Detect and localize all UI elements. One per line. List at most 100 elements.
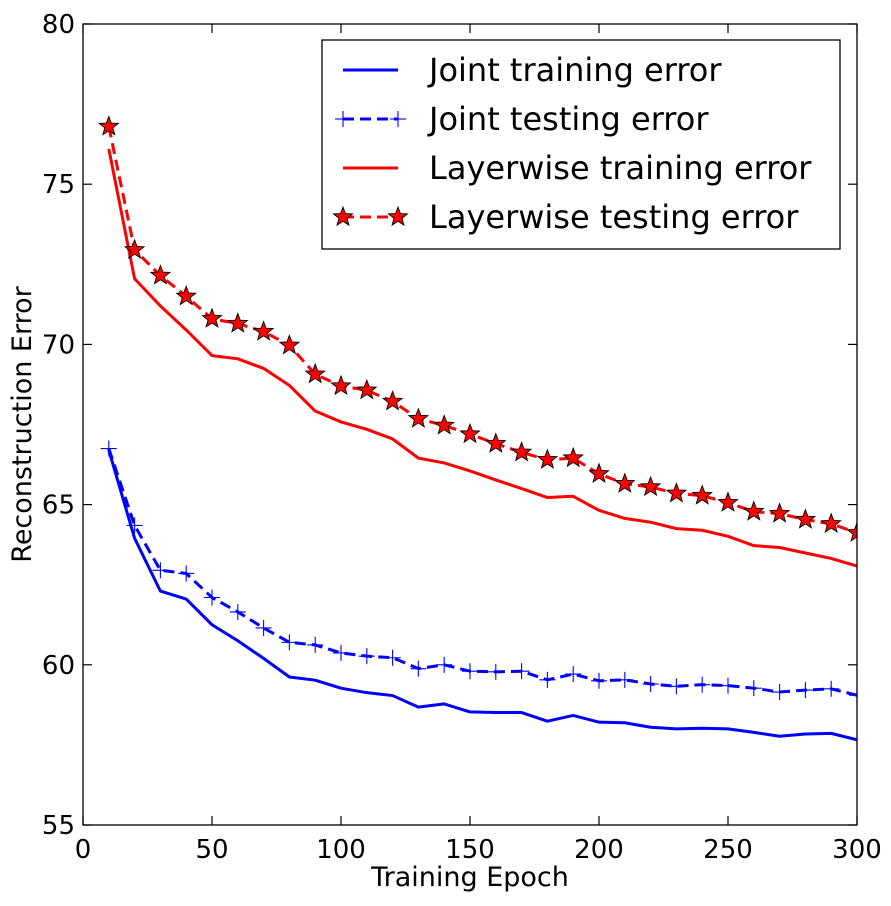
y-tick-label: 75 bbox=[42, 170, 75, 200]
data-point bbox=[384, 649, 401, 666]
data-point bbox=[98, 115, 120, 136]
data-point bbox=[720, 677, 736, 694]
data-point bbox=[304, 362, 326, 384]
data-point bbox=[665, 482, 688, 503]
x-tick-label: 100 bbox=[316, 835, 366, 865]
data-point bbox=[436, 656, 453, 673]
x-tick-label: 250 bbox=[703, 835, 753, 865]
x-tick-label: 200 bbox=[574, 835, 624, 865]
legend-box bbox=[321, 39, 841, 250]
legend-label: Layerwise testing error bbox=[429, 198, 799, 236]
legend-entry: Joint training error bbox=[343, 51, 722, 89]
data-point bbox=[743, 500, 765, 521]
x-axis-label: Training Epoch bbox=[370, 862, 569, 893]
data-point bbox=[201, 307, 223, 328]
data-point bbox=[562, 446, 584, 468]
legend: Joint training error Joint testing error L… bbox=[321, 39, 841, 250]
y-tick-label: 80 bbox=[42, 10, 75, 40]
data-point bbox=[356, 378, 378, 400]
series-line bbox=[107, 126, 857, 535]
data-point bbox=[410, 660, 427, 677]
series-2 bbox=[100, 440, 857, 704]
data-point bbox=[307, 636, 324, 653]
data-point bbox=[126, 517, 143, 534]
series-line bbox=[107, 148, 857, 568]
series-1 bbox=[107, 449, 857, 742]
series-layer bbox=[98, 115, 857, 742]
data-point bbox=[358, 648, 375, 665]
legend-label: Layerwise training error bbox=[429, 149, 812, 187]
data-point bbox=[407, 407, 430, 428]
legend-entry: Layerwise testing error bbox=[332, 198, 799, 236]
data-point bbox=[639, 475, 662, 497]
data-point bbox=[616, 671, 633, 688]
data-point bbox=[539, 671, 556, 688]
legend-marker bbox=[390, 111, 406, 127]
data-point bbox=[794, 508, 817, 529]
legend-marker bbox=[332, 205, 354, 227]
series-4 bbox=[98, 115, 857, 542]
data-point bbox=[381, 390, 404, 411]
x-tick-label: 300 bbox=[832, 835, 882, 865]
data-point bbox=[175, 285, 197, 306]
data-point bbox=[152, 562, 169, 579]
legend-entry: Joint testing error bbox=[335, 100, 709, 138]
series-3 bbox=[107, 148, 857, 568]
data-point bbox=[513, 663, 530, 680]
data-point bbox=[487, 663, 504, 680]
data-point bbox=[591, 672, 607, 689]
x-tick-label: 50 bbox=[195, 835, 228, 865]
y-tick-label: 60 bbox=[42, 651, 75, 681]
data-point bbox=[333, 644, 349, 661]
series-line bbox=[107, 449, 857, 742]
data-point bbox=[745, 680, 762, 697]
data-point bbox=[642, 676, 659, 693]
x-tick-label: 150 bbox=[445, 835, 495, 865]
y-tick-label: 55 bbox=[42, 811, 75, 841]
data-point bbox=[614, 472, 636, 493]
legend-label: Joint testing error bbox=[427, 100, 709, 138]
data-point bbox=[278, 334, 301, 355]
data-point bbox=[459, 422, 481, 444]
data-point bbox=[204, 589, 220, 606]
legend-entry: Layerwise training error bbox=[343, 149, 812, 187]
x-tick-label: 0 bbox=[75, 835, 92, 865]
series-line bbox=[107, 448, 857, 697]
y-tick-label: 65 bbox=[42, 491, 75, 521]
data-point bbox=[229, 603, 246, 620]
data-point bbox=[565, 666, 582, 683]
data-point bbox=[823, 680, 840, 697]
legend-label: Joint training error bbox=[427, 51, 722, 89]
data-point bbox=[691, 484, 713, 505]
data-point bbox=[668, 678, 685, 695]
data-point bbox=[100, 440, 117, 457]
ticks-layer: 0 50 100 150 200 250 300 55 60 65 70 75 80 bbox=[42, 10, 882, 865]
data-point bbox=[178, 565, 195, 582]
y-tick-label: 70 bbox=[42, 330, 75, 360]
legend-marker bbox=[387, 205, 409, 227]
data-point bbox=[330, 374, 352, 396]
data-point bbox=[252, 320, 275, 341]
data-point bbox=[820, 512, 842, 533]
data-point bbox=[123, 238, 146, 260]
data-point bbox=[485, 432, 507, 453]
data-point bbox=[281, 634, 298, 651]
legend-marker bbox=[335, 111, 351, 127]
data-point bbox=[510, 441, 533, 462]
data-point bbox=[717, 491, 739, 512]
data-point bbox=[771, 684, 788, 701]
data-point bbox=[588, 462, 610, 483]
data-point bbox=[462, 663, 478, 680]
data-point bbox=[694, 676, 711, 693]
data-point bbox=[768, 502, 791, 523]
data-point bbox=[797, 682, 814, 699]
y-axis-label: Reconstruction Error bbox=[7, 285, 38, 562]
data-point bbox=[849, 687, 857, 704]
data-point bbox=[846, 521, 857, 542]
data-point bbox=[255, 619, 272, 636]
data-point bbox=[536, 448, 559, 469]
data-point bbox=[227, 312, 249, 333]
data-point bbox=[149, 264, 172, 285]
